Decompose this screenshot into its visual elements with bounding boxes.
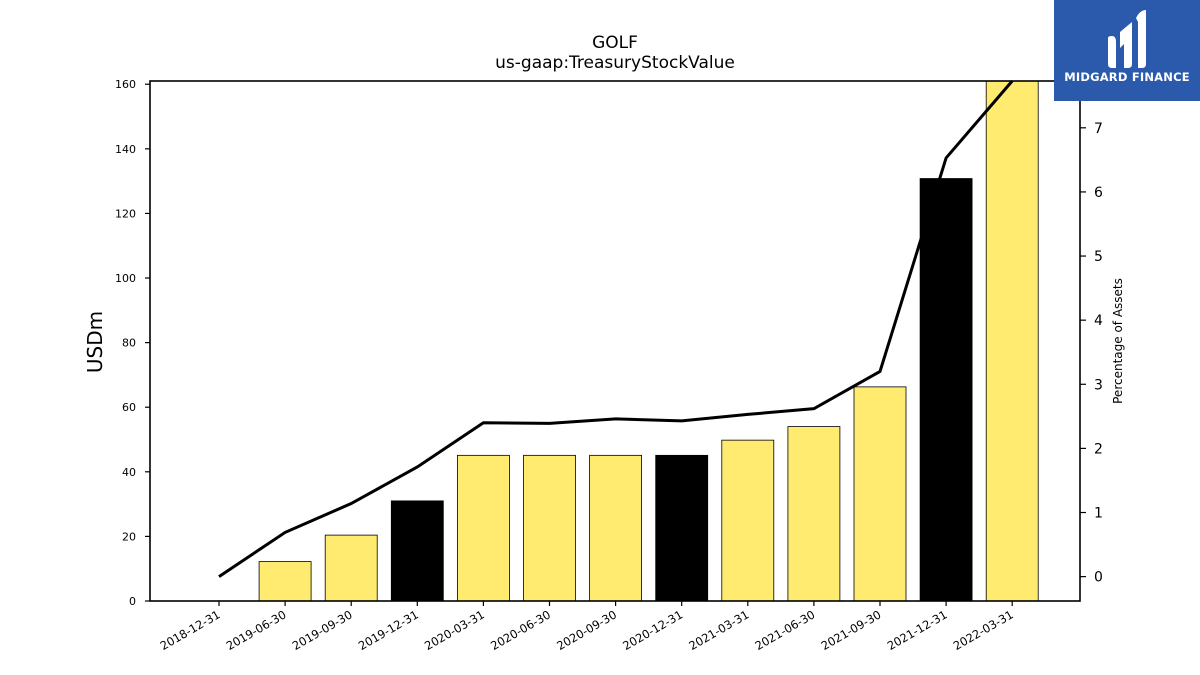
bars-group <box>258 80 1039 602</box>
x-tick-label: 2022-03-31 <box>951 607 1016 653</box>
y-axis-right: 0 1 2 3 4 5 6 7 <box>1080 121 1103 586</box>
x-tick-label: 2019-12-31 <box>356 607 421 653</box>
bar-2019-12-31 <box>390 500 444 602</box>
y-tick-label: 80 <box>122 337 136 350</box>
x-tick-label: 2019-06-30 <box>224 607 289 653</box>
x-tick-label: 2020-09-30 <box>554 607 619 653</box>
y2-tick-label: 0 <box>1094 570 1103 586</box>
x-tick-label: 2018-12-31 <box>158 607 223 653</box>
x-tick-label: 2019-09-30 <box>290 607 355 653</box>
x-tick-label: 2021-03-31 <box>686 607 751 653</box>
bar-2020-06-30 <box>523 454 576 602</box>
bar-2021-03-31 <box>721 439 775 602</box>
bar-2021-09-30 <box>853 386 907 602</box>
x-tick-label: 2021-06-30 <box>753 607 818 653</box>
y-tick-label: 40 <box>122 466 136 479</box>
bar-2020-12-31 <box>655 454 709 602</box>
y-tick-label: 60 <box>122 401 136 414</box>
x-tick-label: 2021-09-30 <box>819 607 884 653</box>
line-group <box>218 80 1014 578</box>
chart-subtitle: us-gaap:TreasuryStockValue <box>495 53 735 73</box>
y2-tick-label: 1 <box>1094 506 1103 522</box>
bar-2022-03-31 <box>985 80 1039 602</box>
y2-tick-label: 5 <box>1094 249 1103 265</box>
x-tick-label: 2020-06-30 <box>488 607 553 653</box>
brand-logo: MIDGARD FINANCE <box>1054 0 1200 101</box>
y2-tick-label: 3 <box>1094 377 1103 393</box>
bar-2019-06-30 <box>258 561 312 602</box>
y-tick-label: 120 <box>115 207 136 220</box>
y-tick-label: 20 <box>122 530 136 543</box>
y-axis-label: USDm <box>83 311 107 373</box>
y-tick-label: 100 <box>115 272 136 285</box>
y2-tick-label: 4 <box>1094 313 1103 329</box>
midgard-logo-icon <box>1108 10 1146 68</box>
y2-axis-label: Percentage of Assets <box>1111 278 1125 404</box>
y2-tick-label: 7 <box>1094 121 1103 137</box>
x-tick-label: 2020-03-31 <box>422 607 487 653</box>
x-tick-label: 2020-12-31 <box>620 607 685 653</box>
chart-title: GOLF <box>592 33 638 53</box>
y2-tick-label: 2 <box>1094 441 1103 457</box>
bar-2020-09-30 <box>589 454 642 602</box>
y2-tick-label: 6 <box>1094 185 1103 201</box>
x-axis: 2018-12-31 2019-06-30 2019-09-30 2019-12-31… <box>158 601 1016 653</box>
bar-2019-09-30 <box>324 534 378 602</box>
bar-2021-12-31 <box>919 178 973 602</box>
brand-name: MIDGARD FINANCE <box>1064 70 1190 84</box>
bar-2020-03-31 <box>456 454 510 602</box>
percentage-line <box>218 80 1014 578</box>
x-tick-label: 2021-12-31 <box>885 607 950 653</box>
y-tick-label: 140 <box>115 143 136 156</box>
y-tick-label: 160 <box>115 78 136 91</box>
y-tick-label: 0 <box>129 595 136 608</box>
y-axis-left: 0 20 40 60 80 100 120 140 160 <box>115 78 150 608</box>
bar-2021-06-30 <box>787 426 841 602</box>
